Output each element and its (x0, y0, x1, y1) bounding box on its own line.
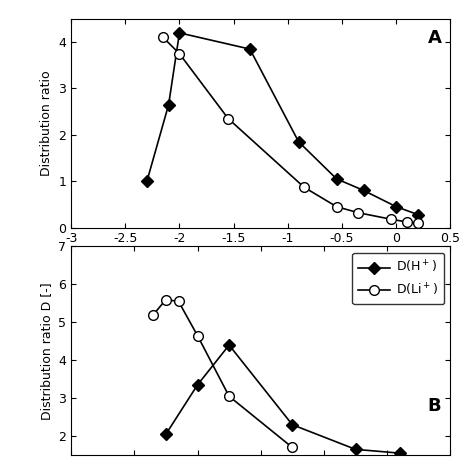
Text: A: A (428, 29, 441, 47)
Legend: D(H$^+$), D(Li$^+$): D(H$^+$), D(Li$^+$) (352, 253, 444, 304)
Y-axis label: Distribution ratio D [-]: Distribution ratio D [-] (40, 282, 53, 419)
Y-axis label: Distribution ratio: Distribution ratio (40, 71, 53, 176)
X-axis label: log (c(H$^+$, Equilibrium)) [mol/L]: log (c(H$^+$, Equilibrium)) [mol/L] (162, 251, 360, 269)
Text: B: B (428, 397, 441, 415)
